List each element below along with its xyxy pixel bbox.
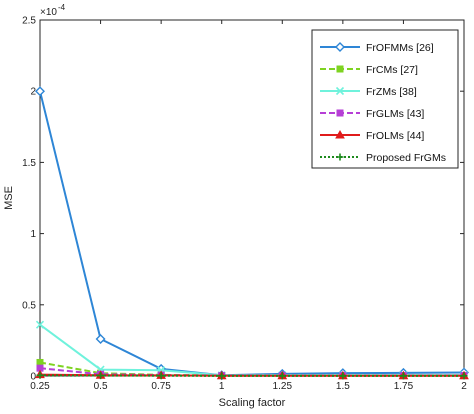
axis-ticks: 0.25 0.5 0.75 1 1.25 1.5 1.75 2 0 0.5 1 1.5 2 2.5	[22, 16, 467, 393]
data-point	[35, 86, 45, 97]
data-point	[339, 372, 347, 380]
y-axis-title: MSE	[3, 186, 15, 210]
legend-label: FrZMs [38]	[366, 86, 417, 98]
legend-marker	[336, 65, 344, 73]
series-5	[36, 371, 468, 380]
legend: FrOFMMs [26] FrCMs [27] FrZMs [38] FrGLMs […	[311, 29, 459, 169]
y-tick-label: 0	[30, 372, 36, 383]
data-point	[35, 320, 45, 329]
legend-entry: FrOFMMs [26]	[320, 42, 434, 54]
data-point	[95, 333, 106, 344]
legend-marker	[335, 42, 345, 52]
data-point	[36, 358, 44, 366]
y-exponent-base: ×10	[40, 7, 57, 18]
y-exponent-power: -4	[58, 3, 66, 12]
data-point	[157, 372, 165, 380]
y-tick-label: 1.5	[22, 158, 36, 169]
legend-label: FrCMs [27]	[366, 64, 418, 76]
legend-entry: FrOLMs [44]	[320, 129, 424, 142]
x-tick-label: 1.5	[336, 381, 350, 392]
x-tick-label: 1.75	[394, 381, 414, 392]
y-tick-label: 2	[30, 87, 36, 98]
legend-box	[311, 29, 459, 169]
data-point	[218, 372, 226, 380]
x-tick-label: 0.75	[151, 381, 171, 392]
legend-entry: FrGLMs [43]	[320, 108, 424, 120]
legend-entry: Proposed FrGMs	[320, 152, 446, 164]
data-point	[399, 372, 407, 380]
data-point	[97, 372, 105, 380]
legend-marker	[335, 129, 345, 139]
x-tick-label: 0.5	[94, 381, 108, 392]
legend-label: FrOFMMs [26]	[366, 42, 434, 54]
x-tick-label: 1.25	[273, 381, 293, 392]
x-tick-label: 1	[219, 381, 225, 392]
legend-label: FrGLMs [43]	[366, 108, 424, 120]
series-layer	[35, 86, 469, 381]
x-tick-label: 2	[461, 381, 467, 392]
data-point	[36, 371, 44, 379]
x-tick-label: 0.25	[30, 381, 50, 392]
y-tick-label: 0.5	[22, 300, 36, 311]
legend-label: FrOLMs [44]	[366, 130, 424, 142]
data-point	[278, 372, 286, 380]
y-tick-label: 1	[30, 229, 36, 240]
series-line	[39, 374, 464, 377]
legend-marker	[335, 86, 345, 96]
legend-entry: FrCMs [27]	[320, 64, 418, 76]
legend-label: Proposed FrGMs	[366, 152, 446, 164]
x-axis-title: Scaling factor	[219, 397, 286, 409]
data-point	[460, 372, 468, 380]
y-tick-label: 2.5	[22, 16, 36, 27]
legend-marker	[336, 109, 344, 117]
legend-marker	[336, 153, 344, 161]
legend-entry: FrZMs [38]	[320, 86, 417, 98]
